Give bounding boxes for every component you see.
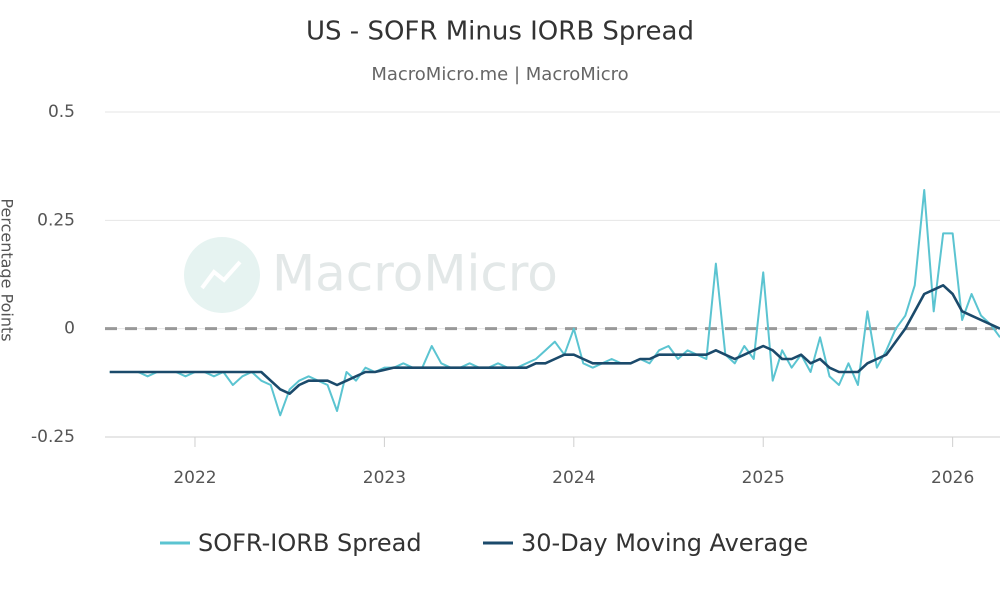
chart-title: US - SOFR Minus IORB Spread (306, 17, 694, 47)
legend-label: SOFR-IORB Spread (198, 529, 422, 557)
x-tick-label: 2026 (931, 468, 974, 488)
x-tick-label: 2023 (363, 468, 406, 488)
series-line (109, 284, 1000, 395)
chart-subtitle: MacroMicro.me | MacroMicro (371, 64, 628, 85)
watermark-logo-mark (200, 260, 242, 290)
y-tick-label: -0.25 (31, 427, 75, 447)
series-line (109, 189, 1000, 417)
y-tick-label: 0.25 (37, 210, 75, 230)
y-tick-label: 0 (64, 319, 75, 339)
y-axis-label: Percentage Points (0, 198, 17, 341)
watermark: MacroMicro (272, 245, 558, 303)
y-tick-label: 0.5 (48, 102, 75, 122)
x-tick-label: 2022 (173, 468, 216, 488)
x-tick-label: 2025 (742, 468, 785, 488)
legend-label: 30-Day Moving Average (521, 529, 808, 557)
watermark-logo (184, 237, 260, 313)
x-tick-label: 2024 (552, 468, 595, 488)
